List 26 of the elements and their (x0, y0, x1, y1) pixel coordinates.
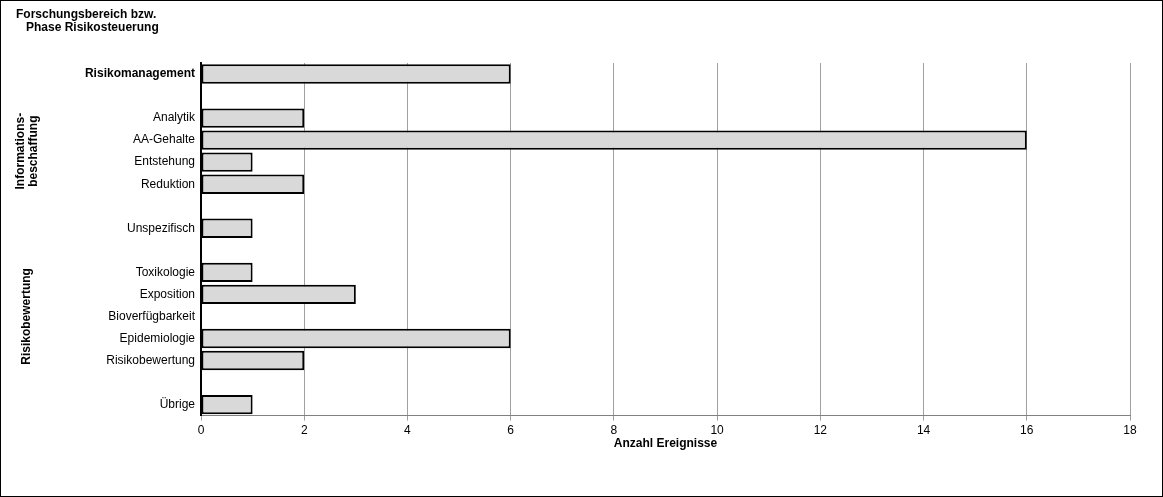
x-axis-title: Anzahl Ereignisse (613, 435, 718, 450)
y-tick-label: Entstehung (134, 154, 195, 169)
y-tick-label: Bioverfügbarkeit (108, 308, 196, 323)
y-tick-label: Unspezifisch (126, 220, 195, 235)
x-tick-label: 14 (916, 423, 931, 438)
y-tick-label: Übrige (159, 396, 196, 411)
y-tick-label: Risikobewertung (106, 352, 195, 367)
y-tick-label: Reduktion (140, 176, 195, 191)
text: Forschungsbereich bzw. Phase Risikosteuerung (16, 7, 159, 35)
x-tick-label: 6 (507, 423, 515, 438)
x-tick-label: 2 (300, 423, 308, 438)
y-tick-label: Exposition (139, 286, 195, 301)
x-tick-label: 12 (813, 423, 828, 438)
text: Risikobewertung (19, 268, 34, 365)
y-tick-label: Analytik (152, 110, 196, 125)
x-tick-label: 4 (404, 423, 412, 438)
y-tick-label: Risikomanagement (84, 66, 195, 81)
y-tick-label: AA-Gehalte (132, 132, 196, 147)
y-tick-label: Toxikologie (135, 264, 196, 279)
x-tick-label: 8 (610, 423, 618, 438)
x-tick-label: 10 (710, 423, 725, 438)
text: Informations-beschaffung (12, 112, 40, 190)
y-tick-label: Epidemiologie (119, 330, 196, 345)
x-tick-label: 16 (1020, 423, 1034, 438)
x-tick-label: 0 (197, 423, 205, 438)
x-tick-label: 18 (1123, 423, 1137, 438)
